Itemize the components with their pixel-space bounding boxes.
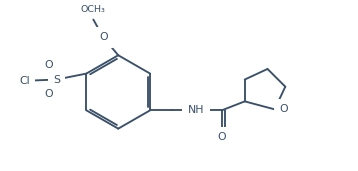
Text: O: O	[218, 132, 226, 142]
Text: O: O	[44, 60, 53, 70]
Text: NH: NH	[188, 105, 204, 115]
Text: O: O	[99, 32, 108, 42]
Text: O: O	[280, 104, 288, 114]
Text: Cl: Cl	[19, 76, 30, 86]
Text: O: O	[44, 89, 53, 99]
Text: OCH₃: OCH₃	[81, 5, 106, 14]
Text: S: S	[53, 75, 60, 84]
